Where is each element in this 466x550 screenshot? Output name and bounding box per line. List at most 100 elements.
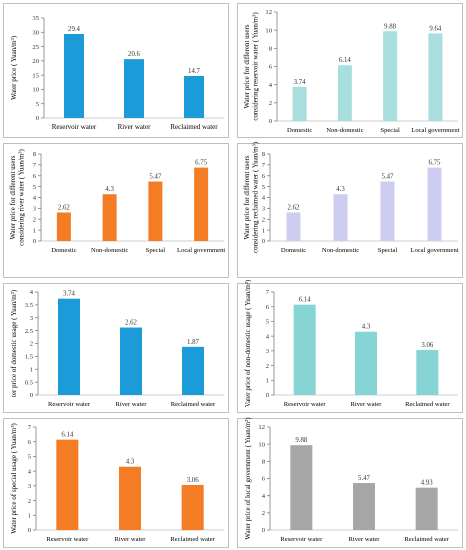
bar-value-label: 5.47 (382, 174, 394, 181)
y-tick-label: 0 (28, 527, 32, 534)
y-axis-title: Water price of local government ( Yuan/m… (244, 417, 252, 540)
y-tick-label: 15 (32, 72, 39, 79)
y-tick-label: 5 (28, 454, 32, 461)
bar (290, 445, 313, 530)
y-tick-label: 1 (30, 366, 33, 373)
bar-value-label: 3.06 (421, 342, 433, 349)
bar-value-label: 6.75 (429, 160, 441, 167)
y-axis-title: Water price for different users (9, 155, 17, 239)
y-tick-label: 4 (266, 333, 270, 340)
y-tick-label: 6 (269, 64, 273, 71)
y-axis-title: considering reclaimed water ( Yuan/m³) (252, 141, 260, 253)
bar-value-label: 29.4 (68, 26, 80, 33)
bar-value-label: 1.87 (187, 339, 199, 346)
bar-value-label: 5.47 (358, 475, 370, 482)
x-category-label: Special (146, 247, 166, 254)
y-tick-label: 2 (262, 510, 265, 517)
y-tick-label: 12 (258, 424, 265, 431)
bar-value-label: 9.64 (429, 25, 441, 32)
y-tick-label: 0.5 (25, 379, 34, 386)
bar (124, 59, 144, 118)
y-tick-label: 4 (33, 195, 37, 202)
y-tick-label: 6 (28, 439, 32, 446)
x-category-label: River water (349, 536, 381, 543)
y-axis-title: ter price of domestic usage ( Yuan/m³) (10, 289, 18, 397)
y-tick-label: 12 (265, 9, 272, 16)
y-tick-label: 8 (262, 151, 266, 158)
y-tick-label: 0 (33, 238, 37, 245)
chart-panel-river-water-by-user: 0 1 2 3 4 5 6 7 8 Water price for different users… (3, 143, 229, 278)
bar (337, 65, 352, 121)
y-tick-label: 10 (32, 87, 39, 94)
y-tick-label: 1 (262, 227, 265, 234)
chart-panel-local-government: 0 2 4 6 8 10 12 Water price of local government… (237, 417, 463, 548)
y-axis-title: Water price of special usage ( Yuan/m³) (10, 423, 18, 534)
bar (184, 76, 204, 118)
bar (383, 31, 398, 121)
bar-value-label: 4.3 (105, 186, 114, 193)
bar-value-label: 6.14 (299, 297, 311, 304)
x-category-label: Reservoir water (46, 536, 89, 543)
x-category-label: Reclaimed water (404, 536, 449, 543)
chart-panel-water-price-by-source: 0 5 10 15 20 25 30 35 Water price ( Yuan/m³) 29.4… (3, 3, 229, 138)
bar (415, 487, 438, 530)
y-tick-label: 20 (32, 58, 39, 65)
bar-value-label: 4.3 (362, 324, 371, 331)
x-category-label: Reservoir water (284, 401, 327, 408)
bar-value-label: 5.47 (149, 174, 161, 181)
chart-svg: 0 1 2 3 4 5 6 7 Water price of special usage ( Y… (10, 423, 224, 543)
bar (353, 483, 375, 530)
y-tick-label: 7 (266, 289, 270, 296)
bar-value-label: 2.62 (288, 205, 300, 212)
y-tick-label: 2 (262, 216, 265, 223)
chart-svg: 0 1 2 3 4 5 6 7 8 Water price for different users… (9, 148, 225, 254)
y-tick-label: 2 (28, 498, 31, 505)
chart-svg: 0 1 2 3 4 5 6 7 8 Water price for different users… (243, 141, 459, 254)
chart-panel-domestic-usage: 0 0.5 1 1.5 2 2.5 3 3.5 4 ter price of domestic u… (3, 283, 229, 413)
x-category-label: Reclaimed water (170, 536, 215, 543)
y-tick-label: 8 (33, 151, 37, 158)
bar-value-label: 3.74 (294, 79, 306, 86)
bar (416, 349, 439, 395)
x-category-label: Domestic (51, 247, 76, 254)
bar-value-label: 6.75 (195, 160, 207, 167)
y-axis-title: Water price for different users (243, 155, 251, 239)
y-tick-label: 1 (266, 377, 269, 384)
y-tick-label: 0 (262, 238, 266, 245)
bar (292, 87, 307, 121)
bar-value-label: 9.88 (295, 437, 307, 444)
y-tick-label: 0 (269, 118, 273, 125)
chart-panel-reclaimed-water-by-user: 0 1 2 3 4 5 6 7 8 Water price for different users… (237, 141, 463, 278)
x-category-label: River water (116, 401, 148, 408)
y-tick-label: 3 (33, 206, 37, 213)
bar (58, 298, 80, 395)
x-category-label: Reservoir water (280, 536, 323, 543)
y-tick-label: 7 (33, 162, 37, 169)
y-tick-label: 3 (266, 348, 270, 355)
y-tick-label: 2 (269, 100, 272, 107)
y-tick-label: 3.5 (25, 302, 34, 309)
y-axis-title: Water price ( Yuan/m³) (10, 35, 18, 100)
x-category-label: River water (351, 401, 383, 408)
x-category-label: Reclaimed water (170, 123, 218, 131)
bar (182, 346, 204, 395)
y-tick-label: 7 (262, 162, 266, 169)
x-category-label: Reclaimed water (171, 401, 216, 408)
x-category-label: Reservoir water (48, 401, 91, 408)
x-category-label: Non-domestic (322, 247, 359, 254)
x-category-label: Local government (177, 247, 225, 254)
y-tick-label: 3 (262, 206, 266, 213)
y-tick-label: 10 (265, 27, 272, 34)
y-tick-label: 8 (262, 459, 266, 466)
bar (427, 167, 442, 241)
x-category-label: Domestic (287, 127, 312, 134)
bar (181, 484, 204, 530)
bar (293, 304, 316, 395)
x-category-label: Domestic (281, 247, 306, 254)
bar (56, 439, 79, 530)
chart-svg: 0 2 4 6 8 10 12 Water price of local government… (244, 417, 458, 543)
bar (380, 181, 395, 241)
x-category-label: Reclaimed water (405, 401, 450, 408)
x-category-label: Non-domestic (91, 247, 128, 254)
chart-panel-non-domestic-usage: 0 1 2 3 4 5 6 7 Vater price of non-domestic usag… (237, 279, 463, 413)
